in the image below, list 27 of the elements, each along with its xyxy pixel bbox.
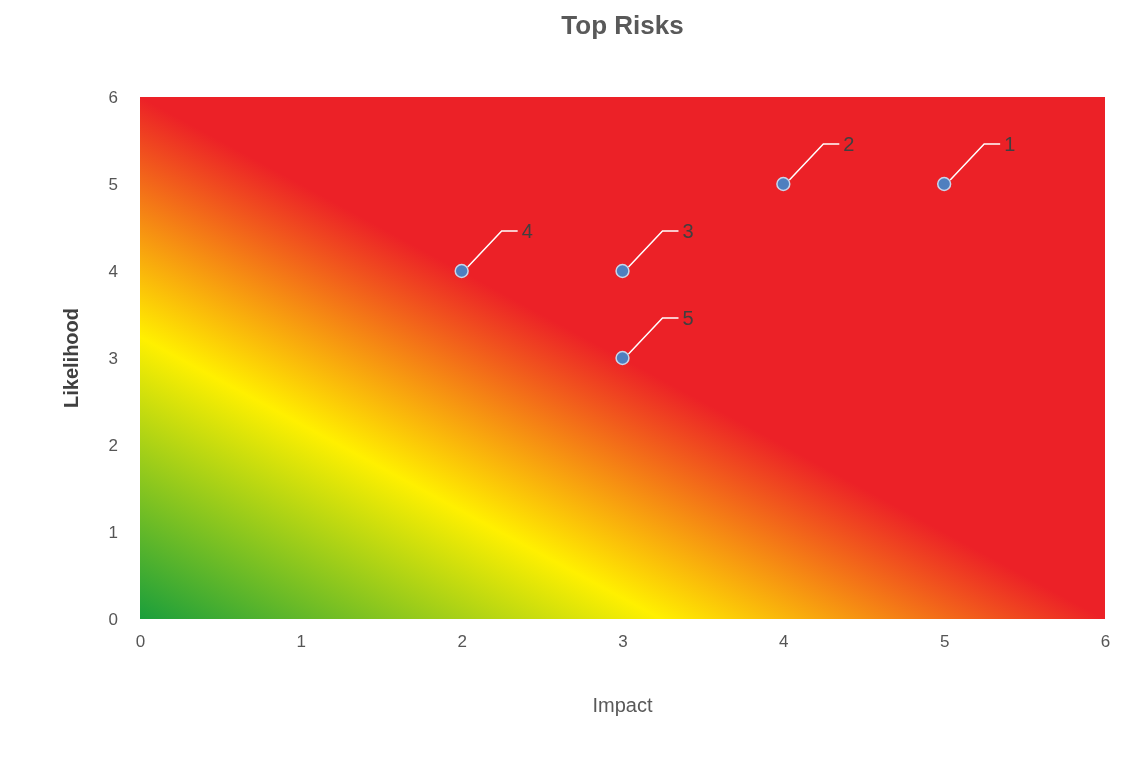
y-tick-label: 3 — [108, 348, 118, 368]
point — [615, 350, 630, 366]
y-tick-label: 2 — [108, 435, 118, 455]
x-tick-label: 6 — [1100, 632, 1111, 652]
chart-title: Top Risks — [561, 10, 684, 40]
x-axis-title: Impact — [592, 694, 653, 716]
x-tick-label: 1 — [296, 632, 307, 652]
y-tick-label: 4 — [108, 261, 118, 281]
point — [936, 176, 952, 192]
point — [454, 263, 469, 279]
annotation: 2 — [843, 133, 855, 155]
annotation: 1 — [1004, 133, 1016, 155]
y-tick-label: 0 — [108, 609, 118, 629]
y-tick-label: 6 — [108, 87, 118, 107]
x-tick-label: 3 — [618, 632, 628, 652]
y-tick-label: 5 — [108, 174, 118, 194]
annotation: 3 — [682, 220, 694, 242]
point — [776, 176, 791, 192]
x-tick-label: 5 — [939, 632, 950, 652]
x-tick-label: 2 — [457, 632, 467, 652]
x-tick-label: 4 — [779, 632, 789, 652]
annotation: 5 — [682, 307, 694, 329]
x-tick-label: 0 — [135, 632, 146, 652]
point — [615, 263, 630, 279]
y-axis-title: Likelihood — [60, 308, 82, 408]
y-tick-label: 1 — [108, 522, 118, 542]
annotation: 4 — [521, 220, 533, 242]
